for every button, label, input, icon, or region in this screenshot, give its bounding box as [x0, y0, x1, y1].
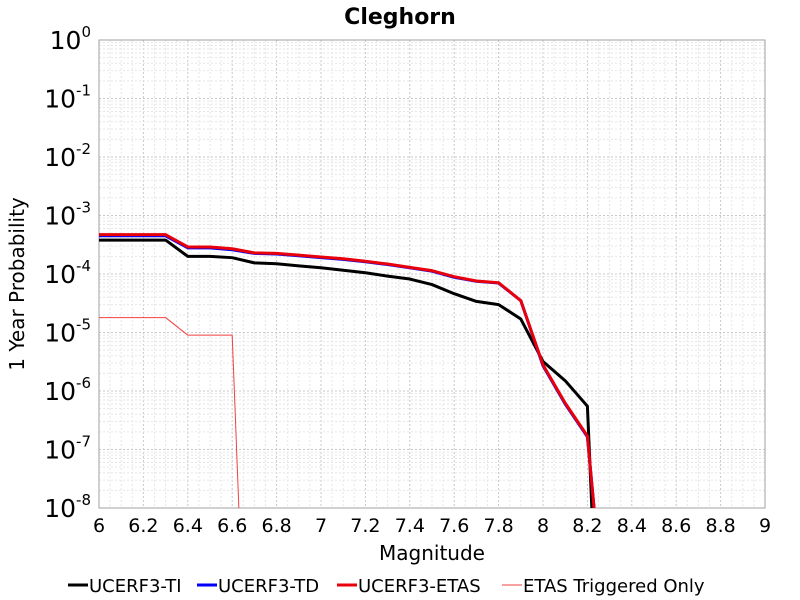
y-tick-label: 100	[50, 23, 91, 55]
x-tick-label: 8.4	[617, 515, 647, 537]
x-tick-label: 6.2	[128, 515, 158, 537]
x-tick-label: 8.8	[705, 515, 735, 537]
y-tick-label: 10-7	[44, 433, 91, 465]
x-tick-label: 7	[315, 515, 327, 537]
series-line-etas-triggered-only	[99, 317, 240, 508]
y-tick-label: 10-6	[44, 374, 91, 406]
series-line-ucerf3-etas	[99, 233, 596, 508]
y-axis-label: 1 Year Probability	[5, 197, 29, 371]
legend-label-ucerf3-td: UCERF3-TD	[218, 576, 319, 597]
x-tick-label: 6.8	[261, 515, 291, 537]
x-tick-labels: 6 6.2 6.4 6.6 6.8 7 7.2 7.4 7.6 7.8 8 8.2 8.4 8.6 8.8 9	[93, 515, 771, 537]
legend-label-ucerf3-ti: UCERF3-TI	[89, 576, 182, 597]
y-tick-label: 10-1	[44, 82, 91, 114]
legend-label-etas-triggered-only: ETAS Triggered Only	[523, 576, 705, 597]
series-line-ucerf3-ti	[99, 238, 594, 508]
grid	[98, 40, 766, 509]
y-tick-label: 10-2	[44, 140, 91, 172]
chart-title: Cleghorn	[344, 5, 456, 30]
x-tick-label: 6.6	[217, 515, 247, 537]
y-tick-label: 10-4	[44, 257, 91, 289]
x-tick-label: 7.8	[483, 515, 513, 537]
series-group	[99, 233, 596, 508]
y-tick-label: 10-8	[44, 491, 91, 523]
legend-label-ucerf3-etas: UCERF3-ETAS	[358, 576, 481, 597]
x-tick-label: 7.4	[395, 515, 425, 537]
x-tick-label: 6.4	[173, 515, 203, 537]
plot-frame	[98, 39, 766, 509]
legend: UCERF3-TI UCERF3-TD UCERF3-ETAS ETAS Trigge…	[68, 576, 705, 597]
x-tick-label: 8	[537, 515, 549, 537]
x-tick-label: 6	[93, 515, 105, 537]
x-tick-label: 8.2	[572, 515, 602, 537]
y-tick-label: 10-3	[44, 199, 91, 231]
x-tick-label: 8.6	[661, 515, 691, 537]
x-axis-label: Magnitude	[379, 541, 485, 565]
x-tick-label: 7.6	[439, 515, 469, 537]
y-tick-label: 10-5	[44, 316, 91, 348]
x-tick-label: 7.2	[350, 515, 380, 537]
x-tick-label: 9	[759, 515, 771, 537]
y-tick-labels: 100 10-1 10-2 10-3 10-4 10-5 10-6 10-7 10-8	[44, 23, 91, 523]
